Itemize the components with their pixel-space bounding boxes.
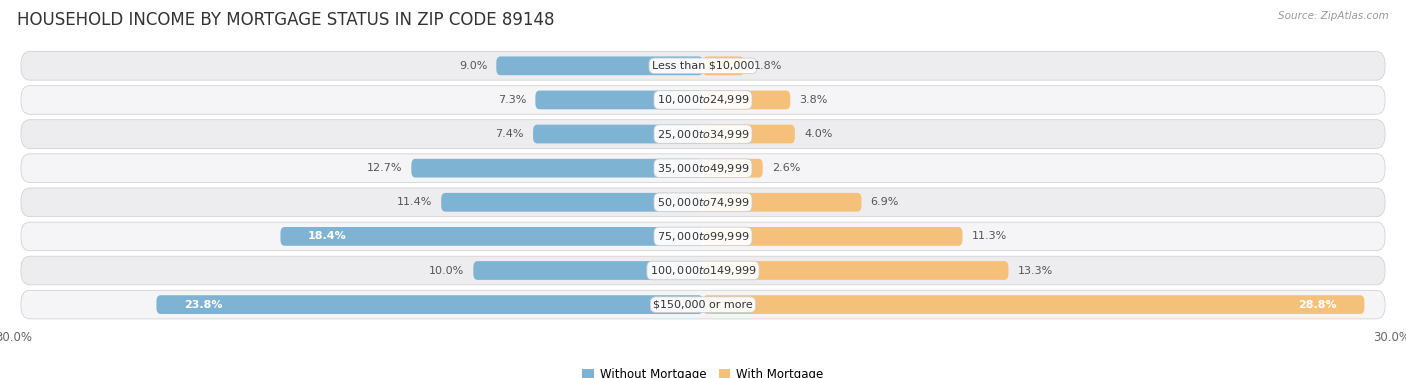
FancyBboxPatch shape (21, 222, 1385, 251)
FancyBboxPatch shape (536, 91, 703, 109)
FancyBboxPatch shape (280, 227, 703, 246)
FancyBboxPatch shape (21, 188, 1385, 217)
Text: 23.8%: 23.8% (184, 300, 222, 310)
FancyBboxPatch shape (703, 193, 862, 212)
Text: $75,000 to $99,999: $75,000 to $99,999 (657, 230, 749, 243)
Text: $100,000 to $149,999: $100,000 to $149,999 (650, 264, 756, 277)
Text: 9.0%: 9.0% (458, 61, 486, 71)
FancyBboxPatch shape (21, 256, 1385, 285)
Text: 7.4%: 7.4% (495, 129, 524, 139)
Text: 4.0%: 4.0% (804, 129, 832, 139)
FancyBboxPatch shape (703, 159, 762, 178)
FancyBboxPatch shape (703, 91, 790, 109)
FancyBboxPatch shape (412, 159, 703, 178)
Text: HOUSEHOLD INCOME BY MORTGAGE STATUS IN ZIP CODE 89148: HOUSEHOLD INCOME BY MORTGAGE STATUS IN Z… (17, 11, 554, 29)
FancyBboxPatch shape (21, 85, 1385, 114)
Text: $150,000 or more: $150,000 or more (654, 300, 752, 310)
Text: $25,000 to $34,999: $25,000 to $34,999 (657, 127, 749, 141)
FancyBboxPatch shape (156, 295, 703, 314)
Text: 7.3%: 7.3% (498, 95, 526, 105)
Text: 10.0%: 10.0% (429, 265, 464, 276)
FancyBboxPatch shape (703, 125, 794, 143)
Text: 11.3%: 11.3% (972, 231, 1007, 242)
FancyBboxPatch shape (441, 193, 703, 212)
Text: 11.4%: 11.4% (396, 197, 432, 207)
FancyBboxPatch shape (21, 290, 1385, 319)
Text: $35,000 to $49,999: $35,000 to $49,999 (657, 162, 749, 175)
Text: 3.8%: 3.8% (800, 95, 828, 105)
Text: Source: ZipAtlas.com: Source: ZipAtlas.com (1278, 11, 1389, 21)
FancyBboxPatch shape (703, 56, 744, 75)
Text: $50,000 to $74,999: $50,000 to $74,999 (657, 196, 749, 209)
FancyBboxPatch shape (21, 51, 1385, 80)
FancyBboxPatch shape (21, 154, 1385, 183)
Text: Less than $10,000: Less than $10,000 (652, 61, 754, 71)
Text: 28.8%: 28.8% (1298, 300, 1337, 310)
Text: 13.3%: 13.3% (1018, 265, 1053, 276)
Text: $10,000 to $24,999: $10,000 to $24,999 (657, 93, 749, 107)
FancyBboxPatch shape (21, 120, 1385, 149)
FancyBboxPatch shape (703, 295, 1364, 314)
Text: 12.7%: 12.7% (367, 163, 402, 173)
FancyBboxPatch shape (703, 227, 963, 246)
Text: 6.9%: 6.9% (870, 197, 898, 207)
FancyBboxPatch shape (474, 261, 703, 280)
FancyBboxPatch shape (496, 56, 703, 75)
Text: 18.4%: 18.4% (308, 231, 347, 242)
Text: 2.6%: 2.6% (772, 163, 800, 173)
FancyBboxPatch shape (703, 261, 1008, 280)
Legend: Without Mortgage, With Mortgage: Without Mortgage, With Mortgage (582, 368, 824, 378)
FancyBboxPatch shape (533, 125, 703, 143)
Text: 1.8%: 1.8% (754, 61, 782, 71)
